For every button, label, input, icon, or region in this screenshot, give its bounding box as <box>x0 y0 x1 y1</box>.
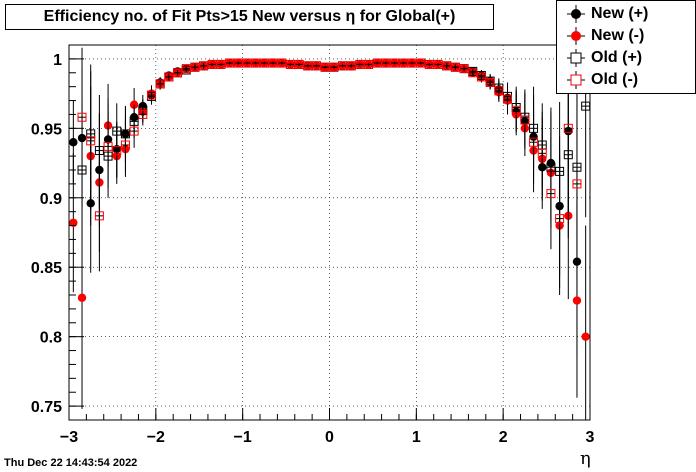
legend-entry-new-plus: New (+) <box>557 3 695 25</box>
data-point <box>494 86 504 96</box>
y-tick-label: 0.9 <box>40 191 62 208</box>
legend-label: Old (+) <box>591 49 643 66</box>
data-point <box>294 59 304 69</box>
legend-label: Old (-) <box>591 71 639 88</box>
legend-entry-new-minus: New (-) <box>557 25 695 47</box>
series-layer <box>69 45 591 420</box>
open-square-icon <box>567 49 585 67</box>
data-point <box>372 58 382 68</box>
series-new- <box>69 47 582 359</box>
data-point <box>537 148 547 158</box>
data-point <box>459 64 469 74</box>
data-point <box>433 59 443 69</box>
data-point <box>164 72 174 82</box>
data-point <box>268 58 278 68</box>
data-point <box>320 62 330 72</box>
data-point <box>572 296 582 305</box>
data-point <box>424 59 434 69</box>
legend-entry-old-minus: Old (-) <box>557 69 695 91</box>
data-point <box>311 61 321 71</box>
data-point <box>476 72 486 82</box>
data-point <box>207 59 217 69</box>
data-point <box>242 58 252 68</box>
data-point <box>77 112 87 122</box>
data-point <box>520 115 530 125</box>
x-tick-label: 1 <box>412 429 421 446</box>
x-tick-label: 3 <box>586 429 595 446</box>
data-point <box>381 58 391 68</box>
data-point <box>138 109 148 119</box>
data-point <box>216 59 226 69</box>
data-point <box>303 61 313 71</box>
open-square-icon <box>567 71 585 89</box>
data-point <box>285 59 295 69</box>
data-point <box>259 58 269 68</box>
data-point <box>390 58 400 68</box>
data-point <box>103 141 113 151</box>
axis-layer: −3 −2 −1 0 1 2 3 0.75 0.8 0.85 0.9 0.95 1 <box>31 44 595 446</box>
data-point <box>277 58 287 68</box>
y-tick-label: 0.95 <box>31 121 62 138</box>
data-point <box>129 126 139 136</box>
data-point <box>529 137 539 147</box>
legend: New (+) New (-) Old (+) Old (-) <box>556 0 696 94</box>
y-tick-label: 0.85 <box>31 260 62 277</box>
data-point <box>442 61 452 71</box>
data-point <box>450 62 460 72</box>
data-point <box>572 179 582 189</box>
y-tick-label: 0.75 <box>31 399 62 416</box>
data-point <box>407 58 417 68</box>
data-point <box>416 58 426 68</box>
x-tick-label: −3 <box>60 429 78 446</box>
data-point <box>346 61 356 71</box>
data-point <box>94 146 104 156</box>
y-tick-label: 1 <box>53 52 62 69</box>
legend-label: New (+) <box>591 5 649 22</box>
data-point <box>173 68 183 78</box>
data-point <box>546 189 556 199</box>
data-point <box>69 218 78 227</box>
x-axis-title: η <box>580 448 591 469</box>
data-point <box>77 293 87 302</box>
timestamp: Thu Dec 22 14:43:54 2022 <box>4 457 138 469</box>
data-point <box>355 59 365 69</box>
data-point <box>233 58 243 68</box>
y-tick-label: 0.8 <box>40 330 62 347</box>
x-tick-label: −2 <box>147 429 165 446</box>
data-point <box>112 146 122 156</box>
data-point <box>581 332 590 341</box>
data-point <box>485 78 495 87</box>
series-old- <box>77 45 582 289</box>
chart-title: Efficiency no. of Fit Pts>15 New versus … <box>5 4 494 30</box>
data-point <box>181 64 191 74</box>
data-point <box>563 123 573 133</box>
data-point <box>146 90 156 100</box>
data-point <box>364 59 374 69</box>
data-point <box>120 140 130 150</box>
data-point <box>94 211 104 221</box>
legend-entry-old-plus: Old (+) <box>557 47 695 69</box>
data-point <box>225 58 235 68</box>
filled-circle-icon <box>567 5 585 23</box>
legend-label: New (-) <box>591 27 645 44</box>
data-point <box>190 62 200 72</box>
data-point <box>251 58 261 68</box>
x-tick-label: 0 <box>325 429 334 446</box>
data-point <box>329 62 339 72</box>
data-point <box>468 68 478 78</box>
data-point <box>86 136 96 146</box>
filled-circle-icon <box>567 27 585 45</box>
series-old- <box>77 45 591 265</box>
data-point <box>555 214 565 224</box>
data-point <box>398 58 408 68</box>
data-point <box>338 61 348 71</box>
data-point <box>199 61 209 71</box>
x-tick-label: 2 <box>499 429 508 446</box>
data-point <box>155 79 165 89</box>
data-point <box>503 94 513 104</box>
x-tick-label: −1 <box>234 429 252 446</box>
data-point <box>511 105 521 115</box>
